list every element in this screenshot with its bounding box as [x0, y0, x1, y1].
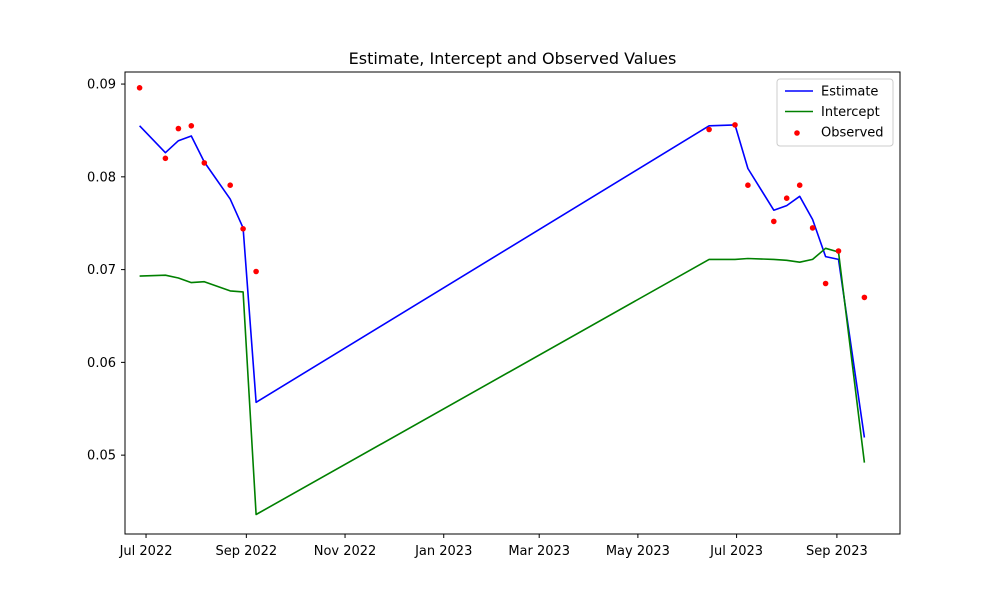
legend: Estimate Intercept Observed — [776, 78, 894, 147]
observed-point — [227, 182, 233, 188]
observed-point — [771, 218, 777, 225]
observed-point — [706, 126, 712, 133]
y-axis: 0.05 0.06 0.07 0.08 0.09 — [87, 78, 125, 464]
observed-point — [175, 125, 182, 132]
observed-point — [201, 160, 208, 166]
y-tick-label: 0.06 — [87, 356, 116, 371]
observed-point — [745, 182, 751, 188]
chart-title: Estimate, Intercept and Observed Values — [349, 49, 677, 68]
observed-point — [732, 122, 738, 128]
legend-observed-swatch — [794, 130, 800, 136]
legend-estimate-label: Estimate — [821, 85, 878, 100]
x-tick-label: Jul 2023 — [709, 544, 763, 559]
y-tick-label: 0.05 — [87, 449, 116, 464]
observed-point — [188, 123, 195, 129]
x-tick-label: Mar 2023 — [508, 544, 570, 559]
x-tick-label: Sep 2022 — [215, 544, 277, 559]
y-tick-label: 0.07 — [87, 263, 116, 278]
observed-point — [835, 248, 842, 254]
y-tick-label: 0.08 — [87, 170, 116, 185]
legend-observed-label: Observed — [821, 126, 884, 141]
estimate-line — [139, 124, 866, 438]
observed-point — [240, 226, 246, 232]
plot-area — [124, 71, 901, 535]
y-tick-label: 0.09 — [87, 78, 116, 93]
observed-point — [796, 182, 803, 188]
legend-intercept-label: Intercept — [821, 105, 880, 120]
observed-point — [783, 195, 790, 201]
observed-point — [253, 268, 259, 275]
legend-box — [776, 78, 894, 147]
x-tick-label: Nov 2022 — [314, 544, 377, 559]
observed-point — [809, 225, 816, 231]
observed-point — [822, 280, 829, 287]
x-axis: Jul 2022 Sep 2022 Nov 2022 Jan 2023 Mar 2023… — [119, 534, 868, 559]
x-tick-label: May 2023 — [606, 544, 670, 559]
x-tick-label: Jul 2022 — [119, 544, 173, 559]
observed-point — [162, 155, 169, 162]
intercept-line — [139, 247, 866, 516]
observed-point — [136, 85, 143, 91]
series-layer — [136, 85, 868, 516]
x-tick-label: Jan 2023 — [414, 544, 472, 559]
observed-point — [861, 294, 868, 301]
x-tick-label: Sep 2023 — [806, 544, 868, 559]
